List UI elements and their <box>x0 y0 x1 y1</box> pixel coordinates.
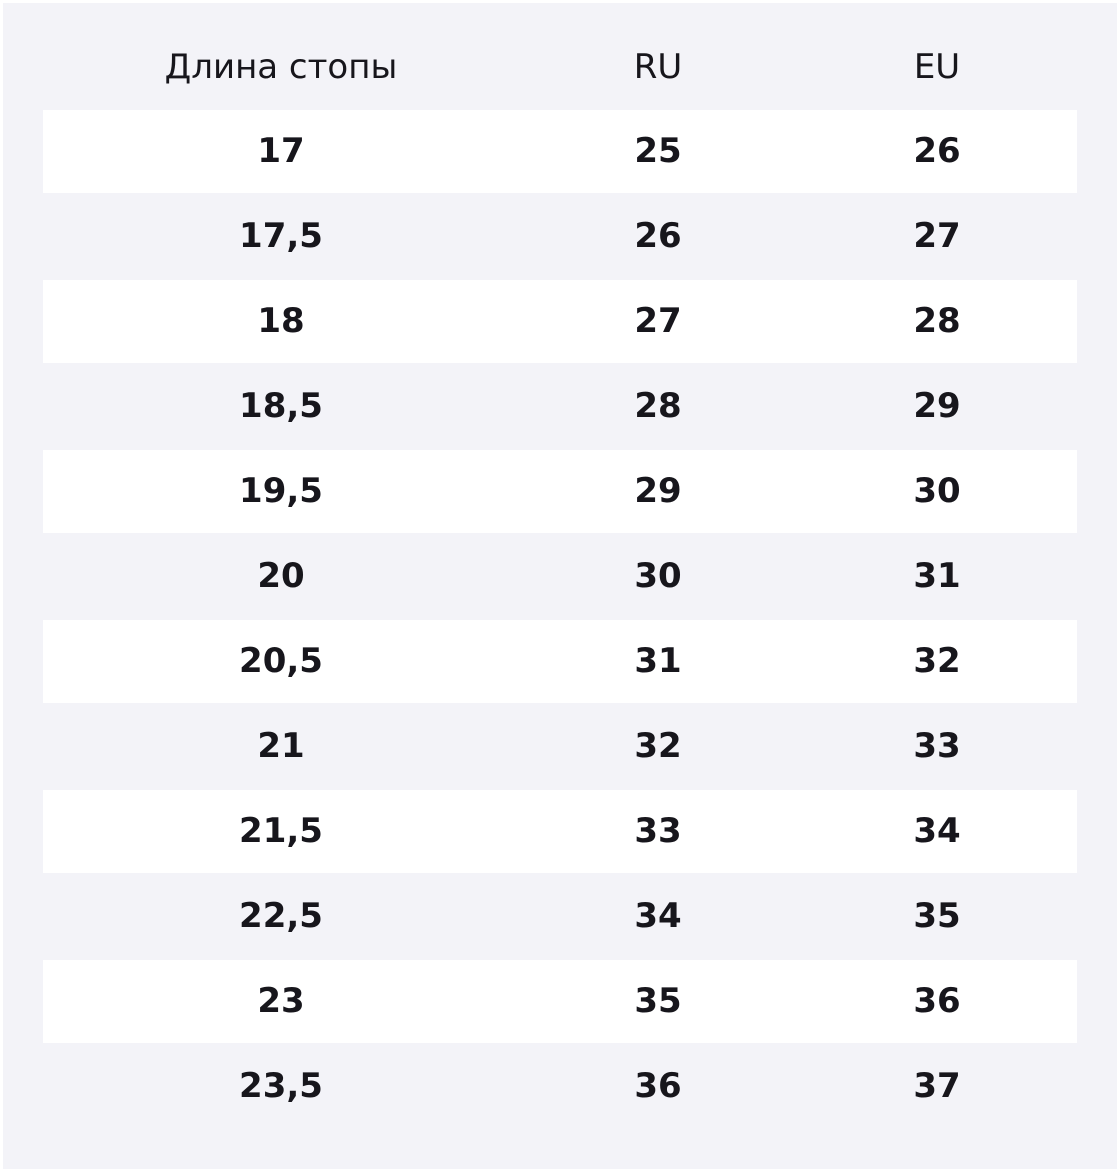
table-cell: 37 <box>913 1066 961 1106</box>
table-cell: 30 <box>634 556 682 596</box>
table-cell: 27 <box>634 301 682 341</box>
table-cell: 36 <box>634 1066 682 1106</box>
column-header: RU <box>633 47 683 87</box>
table-cell: 28 <box>634 386 682 426</box>
table-cell: 29 <box>913 386 961 426</box>
table-cell: 34 <box>634 896 682 936</box>
table-cell: 17,5 <box>239 216 323 256</box>
table-cell: 21 <box>257 726 305 766</box>
table-cell: 18 <box>257 301 305 341</box>
table-cell: 20,5 <box>239 641 323 681</box>
table-cell: 17 <box>257 131 305 171</box>
table-cell: 27 <box>913 216 961 256</box>
table-cell: 28 <box>913 301 961 341</box>
table-cell: 30 <box>913 471 961 511</box>
table-cell: 29 <box>634 471 682 511</box>
size-table: Длина стопы RU EU 17 25 26 17,5 26 27 18 27 28 18,5 2… <box>3 3 1117 1169</box>
table-cell: 22,5 <box>239 896 323 936</box>
table-cell: 20 <box>257 556 305 596</box>
table-cell: 33 <box>913 726 961 766</box>
row-background <box>43 960 1077 1043</box>
table-cell: 32 <box>913 641 961 681</box>
table-cell: 19,5 <box>239 471 323 511</box>
table-cell: 23 <box>257 981 305 1021</box>
table-cell: 26 <box>913 131 961 171</box>
row-background <box>43 790 1077 873</box>
table-cell: 26 <box>634 216 682 256</box>
column-header: EU <box>913 47 961 87</box>
column-header: Длина стопы <box>164 47 398 87</box>
table-cell: 33 <box>634 811 682 851</box>
table-cell: 35 <box>913 896 961 936</box>
table-cell: 18,5 <box>239 386 323 426</box>
table-cell: 35 <box>634 981 682 1021</box>
table-cell: 31 <box>634 641 682 681</box>
table-cell: 31 <box>913 556 961 596</box>
table-cell: 32 <box>634 726 682 766</box>
row-background <box>43 110 1077 193</box>
row-background <box>43 620 1077 703</box>
table-cell: 21,5 <box>239 811 323 851</box>
table-cell: 36 <box>913 981 961 1021</box>
row-background <box>43 450 1077 533</box>
table-cell: 23,5 <box>239 1066 323 1106</box>
table-cell: 25 <box>634 131 682 171</box>
row-background <box>43 280 1077 363</box>
table-cell: 34 <box>913 811 961 851</box>
